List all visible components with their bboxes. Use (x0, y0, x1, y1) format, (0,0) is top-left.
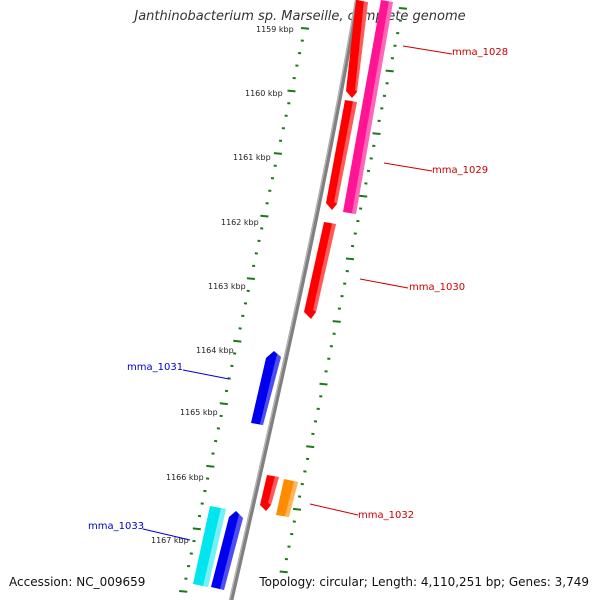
major-tick (359, 194, 368, 198)
major-tick (292, 507, 302, 511)
tick-rulers (179, 7, 408, 593)
tick-label: 1162 kbp (221, 218, 259, 227)
tick-label: 1164 kbp (196, 346, 234, 355)
gene-feature-mma-1030[interactable] (304, 222, 336, 319)
gene-feature-mma-1029[interactable] (343, 0, 393, 214)
gene-feature-mma-1028[interactable] (346, 0, 368, 98)
inner-tick-ruler (179, 27, 310, 593)
major-tick (345, 257, 355, 261)
gene-label-lines (142, 45, 453, 541)
tick-label: 1165 kbp (180, 408, 218, 417)
tick-label: 1159 kbp (256, 25, 294, 34)
tick-labels: 1159 kbp 1160 kbp 1161 kbp 1162 kbp 1163 kbp… (151, 25, 294, 545)
major-tick (233, 339, 242, 343)
gene-feature-mma-1031[interactable] (251, 351, 281, 425)
major-tick (306, 445, 315, 449)
major-tick (319, 382, 328, 386)
accession-label: Accession: NC_009659 (9, 575, 146, 589)
gene-label-mma-1029[interactable]: mma_1029 (432, 165, 488, 176)
major-tick (206, 464, 215, 468)
outer-tick-ruler (279, 7, 408, 574)
gene-label-mma-1033[interactable]: mma_1033 (88, 521, 144, 532)
major-tick (179, 590, 188, 593)
major-tick (260, 214, 269, 218)
tick-label: 1161 kbp (233, 153, 271, 162)
major-tick (372, 132, 381, 135)
gene-feature-mma-1032[interactable] (276, 479, 298, 517)
gene-feature-mma-1032-red[interactable] (260, 475, 279, 511)
genome-summary: Topology: circular; Length: 4,110,251 bp… (259, 575, 589, 589)
tick-label: 1160 kbp (245, 89, 283, 98)
tick-label: 1163 kbp (208, 282, 246, 291)
gene-label-mma-1031[interactable]: mma_1031 (127, 362, 183, 373)
gene-label-mma-1028[interactable]: mma_1028 (452, 47, 508, 58)
tick-label: 1167 kbp (151, 536, 189, 545)
major-tick (219, 402, 228, 406)
major-tick (273, 152, 282, 155)
gene-feature-mma-1029-red[interactable] (326, 100, 357, 210)
major-tick (300, 27, 310, 30)
major-tick (287, 89, 296, 93)
major-tick (398, 7, 408, 10)
gene-labels: mma_1028 mma_1029 mma_1030 mma_1031 mma_… (88, 47, 508, 532)
gene-feature-mma-1033-blue[interactable] (211, 511, 243, 590)
genome-backbone (228, 0, 360, 600)
gene-feature-mma-1033[interactable] (193, 506, 226, 587)
gene-label-mma-1030[interactable]: mma_1030 (409, 282, 465, 293)
gene-features (193, 0, 393, 590)
major-tick (246, 277, 255, 280)
major-tick (279, 570, 288, 574)
tick-label: 1166 kbp (166, 473, 204, 482)
major-tick (332, 320, 341, 323)
major-tick (192, 527, 201, 531)
genome-backbone-highlight (229, 0, 357, 600)
gene-label-mma-1032[interactable]: mma_1032 (358, 510, 414, 521)
major-tick (385, 69, 394, 73)
